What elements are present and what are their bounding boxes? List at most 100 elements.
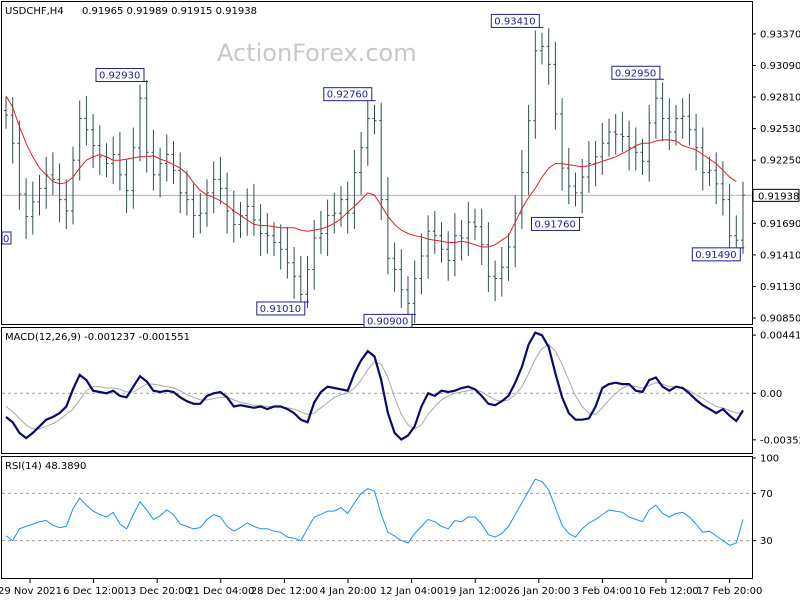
price-bar xyxy=(339,186,343,227)
price-bar xyxy=(439,222,444,263)
price-bar xyxy=(278,224,283,270)
time-tick-label: 4 Jan 20:00 xyxy=(320,586,377,597)
price-bar xyxy=(560,98,565,191)
price-bar xyxy=(519,150,524,229)
price-annotation-box xyxy=(490,13,540,28)
price-tick-label: 0.91690 xyxy=(760,219,800,230)
symbol-label: USDCHF,H4 xyxy=(5,6,64,17)
price-bar xyxy=(57,163,62,223)
price-bar xyxy=(245,188,250,236)
price-bar xyxy=(714,152,719,205)
price-bar xyxy=(674,104,678,146)
price-bar xyxy=(50,152,55,196)
price-annotation-box xyxy=(363,313,413,328)
price-bar xyxy=(607,118,611,157)
price-bar xyxy=(117,132,122,191)
price-bar xyxy=(640,138,645,175)
price-bar xyxy=(479,208,484,266)
rsi-line-group xyxy=(5,478,744,546)
price-bar xyxy=(318,210,323,254)
price-bar xyxy=(359,132,364,196)
price-tick-label: 0.91130 xyxy=(760,282,800,293)
price-tick-label: 0.93370 xyxy=(760,29,800,40)
price-bar xyxy=(37,174,42,216)
price-annotations-group: 0.92930 0.92760 0.91010 0.90900 0.93410 0.929… xyxy=(1,13,745,328)
price-bar xyxy=(158,147,163,198)
price-annotation-box xyxy=(691,247,741,262)
price-bar xyxy=(526,104,531,196)
price-bar xyxy=(700,127,705,191)
price-bar xyxy=(694,113,699,171)
rsi-tick-label: 100 xyxy=(760,454,779,465)
rsi-tick-label: 70 xyxy=(760,489,773,500)
price-bar xyxy=(586,141,591,193)
price-bar xyxy=(4,97,8,129)
price-bar xyxy=(660,82,665,142)
price-bar xyxy=(506,233,511,281)
price-bar xyxy=(741,181,745,254)
rsi-levels-group xyxy=(2,492,752,542)
time-tick-label: 21 Dec 04:00 xyxy=(187,586,254,597)
moving-average-line xyxy=(5,95,737,248)
price-bar xyxy=(97,125,102,175)
time-tick-label: 28 Dec 12:00 xyxy=(251,586,318,597)
moving-average-group xyxy=(5,95,737,248)
price-bar xyxy=(379,102,384,220)
price-bar xyxy=(540,32,544,65)
price-bar xyxy=(566,147,571,205)
price-bar xyxy=(627,120,632,171)
price-bar xyxy=(553,41,558,130)
price-bar xyxy=(546,28,551,85)
price-bar xyxy=(225,172,230,234)
price-bar xyxy=(144,80,149,173)
price-bar xyxy=(399,249,404,308)
price-bar xyxy=(352,150,357,229)
price-bar xyxy=(392,242,397,293)
price-bar xyxy=(251,183,256,236)
price-bar xyxy=(71,146,75,225)
price-bar xyxy=(325,199,330,256)
price-bar xyxy=(707,156,712,187)
price-bar xyxy=(104,143,109,178)
rsi-line xyxy=(5,478,744,546)
price-bar xyxy=(580,159,585,214)
price-bar xyxy=(513,195,518,268)
price-bar xyxy=(305,256,310,308)
price-annotation: 0.92950 xyxy=(615,68,656,79)
price-bar xyxy=(600,122,605,175)
macd-tick-label: -0.003528 xyxy=(760,435,800,446)
price-bar xyxy=(91,113,96,169)
left-edge-label: 0 xyxy=(3,234,9,245)
time-tick-label: 13 Dec 20:00 xyxy=(124,586,191,597)
time-tick-label: 26 Jan 20:00 xyxy=(507,586,570,597)
price-bars-group xyxy=(4,28,745,324)
time-tick-label: 6 Dec 12:00 xyxy=(63,586,124,597)
price-bar xyxy=(24,178,29,240)
price-annotation-box xyxy=(95,68,145,83)
time-tick-label: 17 Feb 20:00 xyxy=(697,586,763,597)
price-annotation-box xyxy=(256,301,306,316)
time-tick-label: 19 Jan 12:00 xyxy=(444,586,507,597)
time-tick-label: 3 Feb 04:00 xyxy=(573,586,632,597)
price-bar xyxy=(372,104,377,135)
price-bar xyxy=(486,222,491,293)
price-bar xyxy=(459,219,464,261)
macd-lines-group xyxy=(5,331,744,441)
price-bar xyxy=(533,30,538,139)
price-bar xyxy=(653,75,658,139)
price-bar xyxy=(272,222,276,256)
time-tick-label: 12 Jan 04:00 xyxy=(380,586,443,597)
macd-tick-label: 0.00 xyxy=(760,389,782,400)
time-tick-label: 10 Feb 12:00 xyxy=(633,586,699,597)
price-tick-label: 0.90850 xyxy=(760,314,800,325)
price-annotation: 0.91760 xyxy=(535,219,576,230)
price-annotation: 0.92760 xyxy=(327,90,368,101)
price-bar xyxy=(727,183,732,259)
price-bar xyxy=(131,127,136,209)
price-annotation-box xyxy=(531,216,580,231)
price-bar xyxy=(258,204,263,256)
price-bar xyxy=(687,93,692,146)
price-annotation: 0.92930 xyxy=(99,71,140,82)
